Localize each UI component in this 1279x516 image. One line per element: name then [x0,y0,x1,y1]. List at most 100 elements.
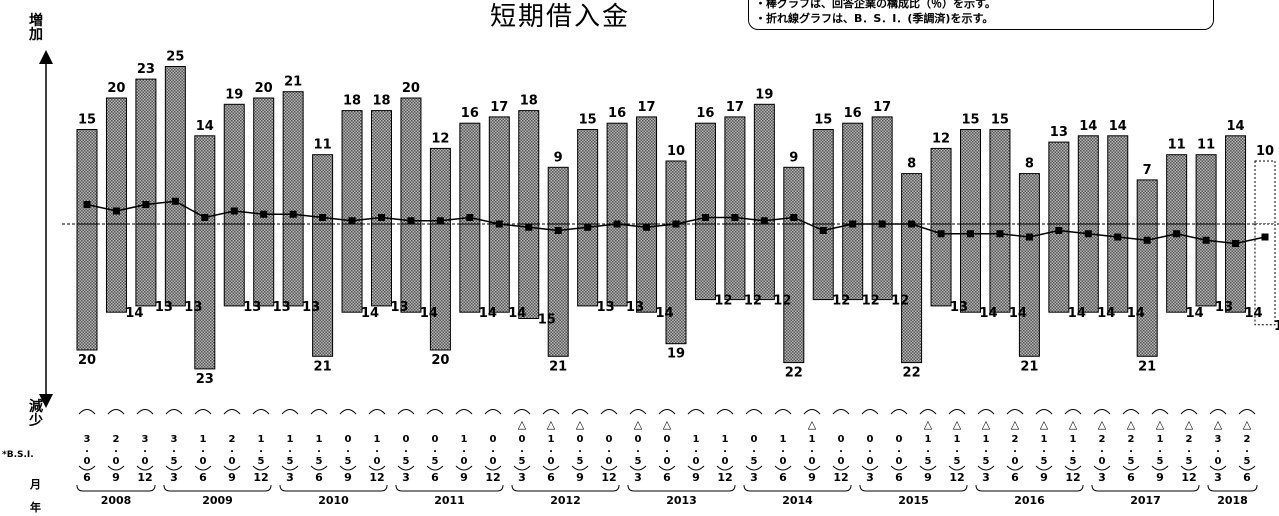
bsi-bracket-bottom [745,465,763,471]
bsi-bracket-bottom [513,465,531,471]
bsi-decimal-point: . [1245,444,1249,455]
bsi-value-int: 1 [461,434,468,445]
label-increase: 18 [372,94,390,109]
bsi-bracket-top [484,409,502,415]
bsi-bracket-bottom [1180,465,1198,471]
bsi-value-dec: 5 [432,456,439,467]
bsi-decimal-point: . [839,444,843,455]
bsi-point [525,223,533,231]
bsi-decimal-point: . [172,444,176,455]
label-decrease: 23 [196,372,214,387]
month-label: 3 [1098,471,1106,484]
bsi-decimal-point: . [1013,444,1017,455]
month-label: 3 [286,471,294,484]
down-arrow-icon [39,394,53,408]
label-increase: 9 [789,150,798,165]
year-label: 2010 [318,494,349,507]
bar-increase [1225,135,1247,225]
bsi-point [760,217,768,225]
bsi-point [407,217,415,225]
bsi-value-int: 1 [548,434,555,445]
bsi-value-int: 2 [1099,434,1106,445]
chart-title: 短期借入金 [490,2,631,32]
year-label: 2013 [666,494,697,507]
bar-increase [665,160,687,225]
label-increase: 15 [991,113,1009,128]
bar-increase [606,122,628,225]
bsi-value-dec: 0 [1099,456,1106,467]
bar-increase [842,122,864,225]
bsi-value-int: 3 [84,434,91,445]
bsi-point [378,214,385,221]
bsi-decimal-point: . [984,444,988,455]
bsi-value-dec: 5 [316,456,323,467]
label-increase: 15 [78,113,96,128]
year-bracket [859,484,968,492]
bsi-value-int: 0 [345,434,352,445]
bsi-value-dec: 5 [1070,456,1077,467]
bsi-bracket-top [977,409,995,415]
label-increase: 20 [255,81,273,96]
bsi-point [790,214,798,221]
label-increase: 17 [873,100,891,115]
label-decrease: 19 [667,347,685,362]
bsi-bracket-bottom [977,465,995,471]
bsi-value-int: 1 [258,434,265,445]
bsi-bracket-bottom [861,465,879,471]
bsi-negative-mark: △ [1098,418,1107,431]
bar-decrease [1077,223,1099,313]
bar-decrease [1254,223,1276,326]
month-row-label: 月 [30,478,41,491]
bsi-bracket-bottom [136,465,154,471]
label-increase: 13 [1050,125,1068,140]
bsi-value-dec: 0 [374,456,381,467]
label-decrease: 14 [361,306,379,321]
label-increase: 18 [520,94,538,109]
bar-increase [753,103,775,225]
bsi-value-int: 2 [1186,434,1193,445]
bsi-value-int: 1 [954,434,961,445]
bsi-bracket-top [194,409,212,415]
bsi-bracket-bottom [426,465,444,471]
bar-decrease [312,223,334,357]
bsi-value-int: 1 [374,434,381,445]
bsi-bracket-top [165,409,183,415]
label-decrease: 14 [1097,306,1115,321]
bar-decrease [223,223,245,307]
bar-decrease [577,223,599,307]
bsi-value-int: 0 [664,434,671,445]
bsi-negative-mark: △ [924,418,933,431]
bsi-value-dec: 5 [1186,456,1193,467]
year-label: 2012 [550,494,581,507]
month-label: 9 [1156,471,1164,484]
year-label: 2011 [434,494,465,507]
bsi-point [436,217,444,225]
bsi-value-int: 3 [142,434,149,445]
label-decrease: 14 [479,306,497,321]
year-label: 2017 [1130,494,1161,507]
bsi-decimal-point: . [810,444,814,455]
bsi-value-int: 2 [113,434,120,445]
month-label: 12 [369,471,384,484]
bsi-negative-mark: △ [1069,418,1078,431]
bar-increase [694,122,716,225]
bsi-bracket-bottom [600,465,618,471]
bsi-value-int: 0 [867,434,874,445]
bsi-bracket-top [890,409,908,415]
bsi-value-int: 0 [751,434,758,445]
decrease-label: 減 少 [29,399,43,429]
bar-decrease [989,223,1011,313]
bsi-decimal-point: . [404,444,408,455]
bsi-value-int: 1 [1041,434,1048,445]
bar-decrease [665,223,687,345]
label-decrease: 21 [1138,359,1156,374]
month-label: 9 [344,471,352,484]
label-decrease: 14 [656,306,674,321]
bsi-value-dec: 0 [461,456,468,467]
bsi-point [937,230,945,238]
label-decrease: 21 [314,359,332,374]
month-label: 12 [949,471,964,484]
bar-decrease [1107,223,1129,313]
bsi-point [230,207,238,215]
bar-decrease [724,223,746,301]
